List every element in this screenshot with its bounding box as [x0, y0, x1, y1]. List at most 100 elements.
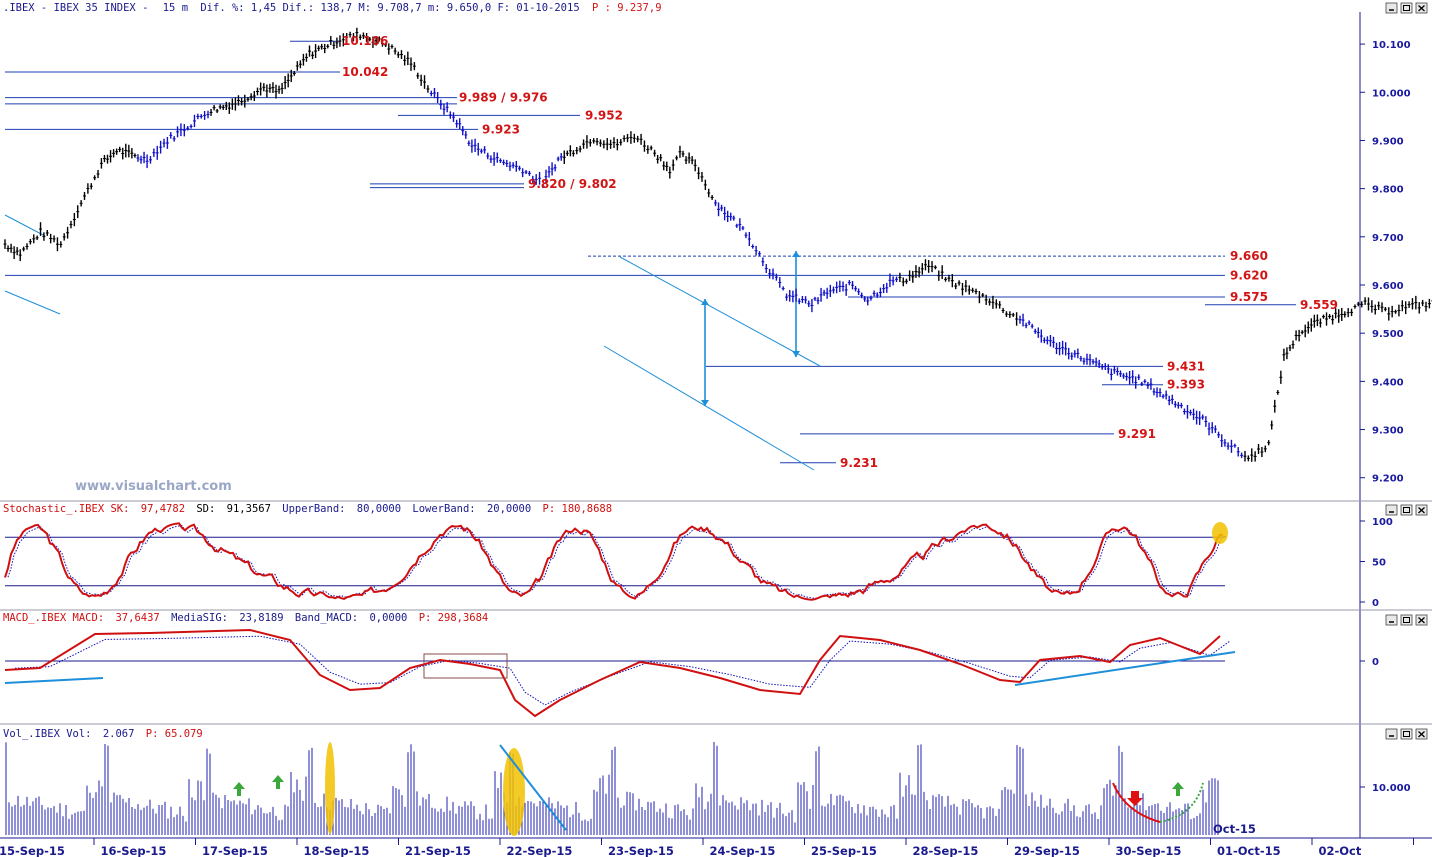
arrow-up-icon — [233, 782, 245, 796]
level-label: 10.042 — [342, 65, 388, 79]
vol-maximize-icon — [1403, 731, 1410, 737]
arrow-up-icon — [272, 775, 284, 789]
price-tick-label: 9.700 — [1372, 233, 1404, 244]
vol-close-icon — [1418, 731, 1425, 738]
macd-maximize-icon — [1403, 617, 1410, 623]
stoch-tick-label: 100 — [1372, 517, 1393, 528]
macd-highlight-box — [423, 653, 508, 679]
level-label: 9.291 — [1118, 427, 1156, 441]
vol-p: P: 65.079 — [146, 728, 203, 740]
stochastic-header: Stochastic_.IBEX SK: 97,4782 SD: 91,3567… — [3, 503, 612, 515]
macd-value: 37,6437 — [115, 612, 159, 624]
svg-text:.IBEX - IBEX 35 INDEX -: .IBEX - IBEX 35 INDEX - 15 m Dif. %: 1,4… — [3, 2, 662, 14]
date-label: 29-Sep-15 — [1014, 844, 1080, 857]
date-label: 15-Sep-15 — [0, 844, 65, 857]
volume-y-axis: 10.000 — [1360, 783, 1411, 794]
date-label: 18-Sep-15 — [304, 844, 370, 857]
measure-arrow-head — [701, 299, 709, 305]
macd-header: MACD_.IBEX MACD: 37,6437 MediaSIG: 23,81… — [3, 612, 488, 624]
price-tick-label: 10.100 — [1372, 40, 1411, 51]
volume-highlight — [325, 742, 335, 834]
macd-sig-label: MediaSIG: — [171, 612, 228, 624]
stochastic-window-controls — [1385, 504, 1428, 516]
level-label: 9.620 — [1230, 268, 1268, 282]
stoch-close-icon — [1418, 507, 1425, 514]
maximize-button[interactable] — [1400, 2, 1413, 14]
stochastic-highlight — [1212, 522, 1228, 544]
date-label: 23-Sep-15 — [608, 844, 674, 857]
level-label: 9.989 / 9.976 — [459, 91, 548, 105]
volume-curve-red — [1112, 782, 1161, 823]
vol-name: Vol_.IBEX Vol: — [3, 728, 92, 740]
vol-minimize-button[interactable] — [1385, 728, 1398, 740]
stoch-name: Stochastic_.IBEX SK: — [3, 503, 129, 515]
date-label: 17-Sep-15 — [202, 844, 268, 857]
stoch-sd: 91,3567 — [227, 503, 271, 515]
level-label: 9.660 — [1230, 249, 1268, 263]
macd-band: 0,0000 — [369, 612, 407, 624]
stoch-tick-label: 50 — [1372, 558, 1386, 569]
macd-line — [4, 628, 1221, 718]
macd-trend-line — [4, 677, 104, 684]
stochastic-sk-line — [4, 522, 1224, 601]
x-axis-in-chart-label: Oct-15 — [1213, 822, 1256, 836]
minimize-button[interactable] — [1385, 2, 1398, 14]
level-label: 9.431 — [1167, 359, 1205, 373]
price-tick-label: 9.600 — [1372, 281, 1404, 292]
stoch-sk: 97,4782 — [141, 503, 185, 515]
svg-text:MACD_.IBEX MACD: 37,6437: MACD_.IBEX MACD: 37,6437 MediaSIG: 23,81… — [3, 612, 488, 624]
date-label: 28-Sep-15 — [913, 844, 979, 857]
price-tick-label: 10.000 — [1372, 88, 1411, 99]
close-icon — [1418, 5, 1425, 12]
measure-arrow-head — [792, 351, 800, 357]
measure-arrow-head — [792, 251, 800, 257]
macd-sig: 23,8189 — [239, 612, 283, 624]
price-stats: Dif. %: 1,45 Dif.: 138,7 M: 9.708,7 m: 9… — [200, 2, 579, 14]
price-tick-label: 9.400 — [1372, 377, 1404, 388]
stoch-minimize-button[interactable] — [1385, 504, 1398, 516]
price-series — [3, 27, 1432, 462]
price-p-value: P : 9.237,9 — [592, 2, 662, 14]
watermark: www.visualchart.com — [75, 479, 232, 494]
measure-arrow-head — [701, 400, 709, 406]
price-tick-label: 9.200 — [1372, 474, 1404, 485]
vol-value: 2.067 — [103, 728, 135, 740]
stoch-tick-label: 0 — [1372, 598, 1379, 609]
channel-line — [603, 345, 815, 471]
stochastic-y-axis: 100 50 0 — [1360, 517, 1393, 609]
volume-header: Vol_.IBEX Vol: 2.067 P: 65.079 — [3, 728, 203, 740]
date-label: 02-Oct — [1319, 844, 1362, 857]
channel-line — [4, 214, 46, 237]
volume-highlight — [503, 748, 525, 836]
macd-minimize-button[interactable] — [1385, 614, 1398, 626]
macd-trend-line — [1014, 651, 1236, 686]
macd-tick-label: 0 — [1372, 657, 1379, 668]
volume-plot — [5, 742, 1219, 836]
level-labels: 10.106 10.042 9.989 / 9.976 9.952 9.923 9.820… — [342, 34, 1338, 470]
arrow-down-icon — [1127, 791, 1143, 806]
date-label: 24-Sep-15 — [710, 844, 776, 857]
stoch-upper-label: UpperBand: — [282, 503, 345, 515]
channel-line — [4, 290, 61, 315]
macd-plot — [4, 628, 1236, 718]
date-label: 21-Sep-15 — [405, 844, 471, 857]
price-tick-label: 9.900 — [1372, 136, 1404, 147]
macd-maximize-button[interactable] — [1400, 614, 1413, 626]
arrow-up-icon — [1172, 782, 1184, 796]
stochastic-sd-line — [7, 525, 1227, 599]
stoch-maximize-button[interactable] — [1400, 504, 1413, 516]
macd-y-axis: 0 — [1360, 657, 1379, 668]
level-label: 9.559 — [1300, 298, 1338, 312]
date-label: 25-Sep-15 — [811, 844, 877, 857]
x-axis-dates: 15-Sep-15 16-Sep-15 17-Sep-15 18-Sep-15 21-S… — [0, 838, 1414, 857]
level-label: 9.952 — [585, 108, 623, 122]
macd-close-icon — [1418, 617, 1425, 624]
level-label: 9.820 / 9.802 — [528, 177, 617, 191]
stochastic-plot — [4, 522, 1228, 601]
stoch-maximize-icon — [1403, 507, 1410, 513]
vol-maximize-button[interactable] — [1400, 728, 1413, 740]
volume-trend-line — [499, 744, 567, 831]
macd-signal-line — [14, 635, 1231, 706]
